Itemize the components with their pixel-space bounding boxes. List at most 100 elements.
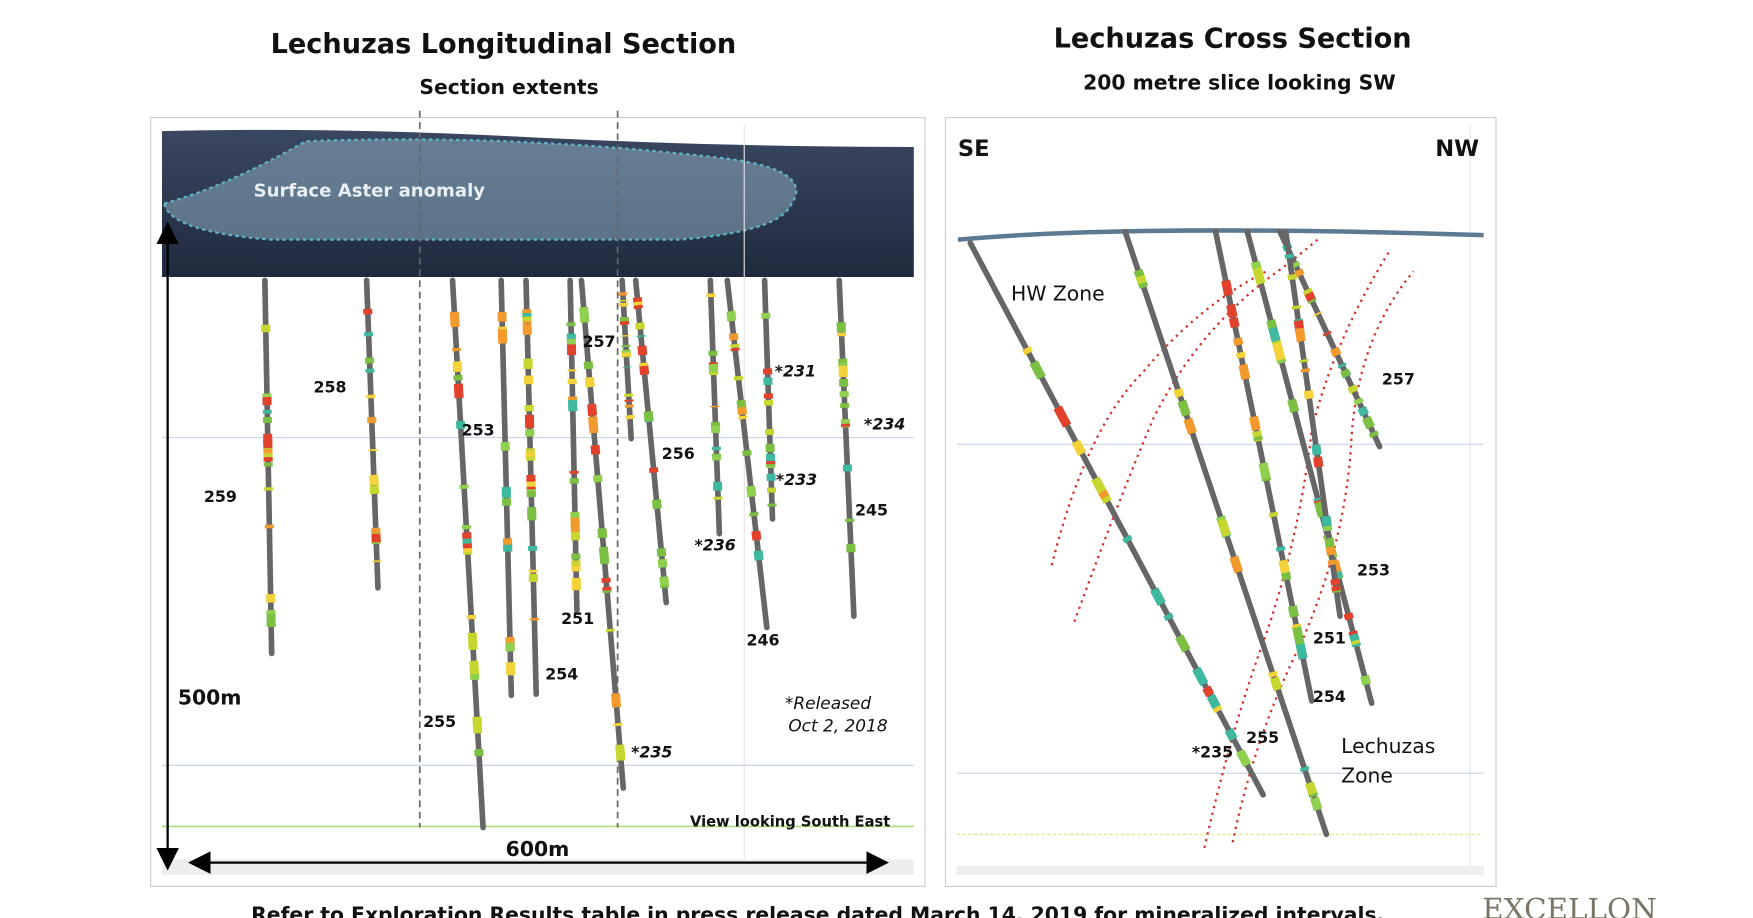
assay-interval — [637, 345, 648, 356]
assay-interval — [1348, 630, 1358, 636]
right-subtitle: 200 metre slice looking SW — [1083, 70, 1396, 94]
assay-interval — [643, 410, 654, 422]
assay-interval — [1299, 765, 1310, 773]
assay-interval — [1293, 268, 1304, 275]
assay-interval — [615, 744, 626, 761]
assay-interval — [1221, 279, 1234, 297]
hole-label: 259 — [204, 487, 237, 506]
assay-interval — [1368, 430, 1379, 439]
panel-base — [956, 865, 1484, 876]
assay-interval — [1348, 631, 1362, 648]
zone-outlines — [1050, 238, 1415, 849]
assay-interval — [449, 311, 460, 328]
assay-interval — [1268, 511, 1279, 518]
assay-interval — [659, 576, 670, 587]
assay-interval — [1311, 444, 1322, 456]
assay-interval — [1098, 489, 1110, 500]
zone-label: Lechuzas — [1341, 734, 1435, 758]
assay-interval — [1232, 337, 1244, 346]
assay-interval — [452, 361, 463, 373]
assay-interval — [736, 399, 747, 408]
assay-interval — [742, 449, 752, 457]
assay-interval — [1267, 670, 1279, 679]
hole-label: 255 — [1246, 728, 1279, 747]
assay-interval — [1310, 796, 1323, 812]
assay-interval — [1343, 612, 1354, 621]
logo: EXCELLON — [1482, 892, 1657, 918]
assay-interval — [1226, 303, 1238, 318]
surface-line — [957, 228, 1484, 242]
assay-interval — [728, 333, 739, 341]
assay-interval — [1235, 351, 1246, 359]
assay-interval — [453, 383, 464, 399]
nw-label: NW — [1435, 136, 1479, 162]
assay-interval — [1224, 727, 1238, 742]
assay-interval — [469, 660, 480, 675]
assay-interval — [1327, 559, 1338, 566]
assay-interval — [1249, 415, 1261, 431]
assay-interval — [598, 546, 610, 565]
drill-hole — [836, 277, 857, 619]
drill-hole — [619, 277, 634, 442]
assay-interval — [1303, 390, 1314, 400]
drill-holes — [261, 228, 1383, 838]
assay-interval — [1177, 399, 1191, 417]
assay-interval — [1314, 500, 1327, 518]
assay-interval — [1192, 666, 1209, 687]
assay-interval — [1294, 327, 1306, 343]
assay-interval — [726, 310, 737, 322]
hole-label: *235 — [1192, 742, 1233, 761]
left-subtitle: Section extents — [419, 75, 598, 99]
assay-interval — [1183, 417, 1197, 435]
assay-interval — [1322, 525, 1333, 532]
assay-interval — [1307, 297, 1317, 304]
zone-label: Zone — [1341, 763, 1393, 787]
hole-label: *231 — [775, 361, 816, 380]
assay-interval — [588, 422, 599, 434]
hole-label: 254 — [545, 664, 578, 683]
depth-label: 500m — [178, 685, 242, 709]
assay-interval — [1202, 685, 1215, 698]
assay-interval — [1092, 478, 1108, 496]
assay-interval — [1252, 267, 1266, 285]
drill-hole — [1244, 228, 1375, 707]
assay-interval — [1313, 311, 1323, 317]
assay-interval — [1206, 693, 1221, 710]
assay-interval — [1325, 546, 1336, 556]
assay-interval — [1275, 545, 1286, 552]
assay-interval — [1287, 273, 1297, 281]
hole-label: 245 — [855, 501, 888, 520]
assay-interval — [1229, 555, 1244, 574]
assay-interval — [1353, 397, 1364, 406]
cross-panel — [944, 117, 1497, 887]
assay-interval — [592, 474, 603, 483]
assay-interval — [1150, 587, 1166, 606]
assay-interval — [610, 692, 622, 708]
hole-label: *235 — [631, 742, 672, 761]
width-label: 600m — [506, 837, 570, 861]
view-label: View looking South East — [690, 813, 890, 830]
footer-note: Refer to Exploration Results table in pr… — [251, 902, 1384, 918]
release-note: *Released — [785, 693, 871, 713]
longitudinal-panel — [150, 110, 926, 887]
assay-interval — [1217, 518, 1232, 538]
assay-interval — [584, 376, 595, 388]
hw-zone: HW Zone — [1011, 282, 1105, 306]
assay-interval — [472, 716, 483, 734]
assay-interval — [1284, 253, 1294, 259]
assay-interval — [1173, 387, 1185, 399]
assay-interval — [1228, 317, 1240, 329]
se-label: SE — [958, 136, 990, 162]
hole-label: 257 — [1382, 369, 1415, 388]
assay-interval — [1238, 363, 1251, 381]
assay-interval — [1272, 342, 1286, 361]
assay-interval — [635, 322, 645, 330]
hole-label: 246 — [746, 631, 779, 650]
assay-interval — [656, 547, 667, 557]
assay-interval — [583, 361, 594, 370]
hole-label: *236 — [694, 536, 735, 555]
drill-hole — [262, 277, 275, 657]
assay-interval — [1330, 578, 1341, 586]
assay-interval — [651, 499, 662, 510]
assay-interval — [1029, 360, 1046, 380]
